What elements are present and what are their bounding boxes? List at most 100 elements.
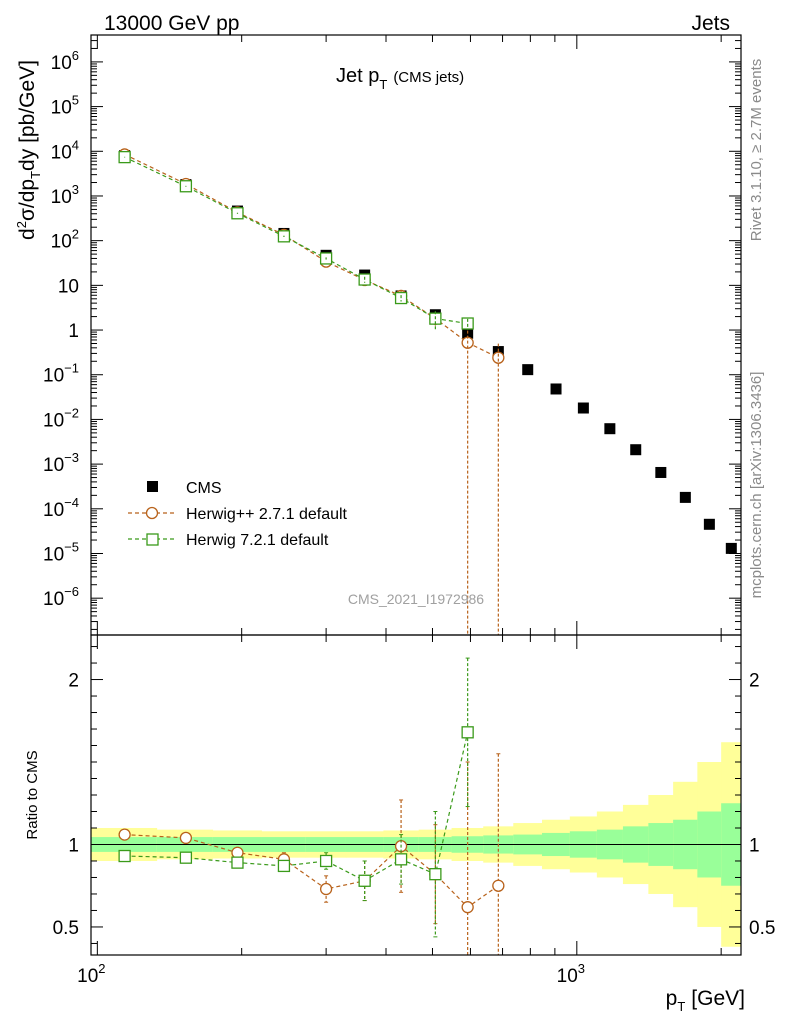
- herwigpp-main-line: [124, 153, 499, 359]
- cms-data-point: [655, 466, 667, 478]
- main-y-tick-label: 10−4: [43, 495, 79, 521]
- herwigpp-main-point: [492, 351, 505, 364]
- main-y-tick-label: 10−2: [43, 405, 79, 431]
- x-tick-exponent: 2: [98, 961, 105, 976]
- cms-data-point: [604, 423, 616, 435]
- legend-marker-herwig7: [146, 533, 159, 546]
- legend-label-cms: CMS: [186, 480, 222, 497]
- main-y-tick-exponent: −4: [64, 495, 79, 510]
- main-y-tick-label: 105: [51, 93, 79, 119]
- ratio-y-tick-label-left: 1: [68, 835, 79, 856]
- main-y-tick-exponent: −1: [64, 361, 79, 376]
- chart-title-sub: T: [379, 77, 387, 92]
- main-y-tick-base: 10: [43, 410, 64, 431]
- herwig7-ratio-point: [231, 856, 244, 869]
- ylabel-mid: σ/dp: [16, 179, 39, 221]
- herwigpp-ratio-point: [492, 879, 505, 892]
- herwig7-ratio-point: [429, 868, 442, 881]
- main-y-tick-label: 10−5: [43, 539, 79, 565]
- herwigpp-ratio-point: [179, 831, 193, 845]
- main-y-tick-label: 10−6: [43, 584, 79, 610]
- main-y-tick-exponent: 4: [72, 137, 79, 152]
- main-plot-content: [118, 148, 737, 635]
- main-y-tick-base: 10: [58, 276, 79, 297]
- main-y-tick-label: 104: [51, 137, 79, 163]
- x-tick-base: 10: [77, 966, 98, 987]
- main-y-tick-label: 10−3: [43, 450, 79, 476]
- main-y-tick-exponent: −5: [64, 539, 79, 554]
- legend-marker-herwigpp: [145, 506, 159, 520]
- ratio-y-tick-label-right: 0.5: [749, 918, 775, 939]
- ratio-panel: 0.5 0.5 1 1 2 2 Ratio to CMS: [24, 634, 775, 956]
- ylabel-sup: 2: [14, 221, 29, 228]
- ylabel-pre: d: [16, 228, 39, 240]
- xlabel-main: p: [666, 987, 678, 1010]
- main-y-tick-exponent: −2: [64, 405, 79, 420]
- ratio-plot-content: [91, 657, 742, 956]
- cms-data-point: [725, 542, 737, 554]
- main-y-tick-base: 10: [51, 187, 72, 208]
- herwig7-ratio-point: [179, 851, 193, 864]
- main-y-tick-label: 103: [51, 182, 79, 208]
- herwig7-ratio-point: [358, 874, 371, 887]
- herwigpp-ratio-point: [461, 901, 474, 914]
- herwig7-ratio-line: [124, 732, 469, 882]
- legend-label-herwig7: Herwig 7.2.1 default: [186, 532, 329, 549]
- cms-data-point: [550, 383, 562, 395]
- header-left-text: 13000 GeV pp: [104, 12, 239, 35]
- main-y-axis-label: d2σ/dpTdy [pb/GeV]: [14, 60, 43, 240]
- cms-data-point: [679, 491, 691, 503]
- ylabel-post: dy [pb/GeV]: [16, 60, 39, 171]
- xlabel-sub: T: [677, 999, 685, 1014]
- main-y-tick-label: 1: [68, 321, 79, 342]
- main-y-tick-exponent: 3: [72, 182, 79, 197]
- main-y-tick-base: 10: [51, 232, 72, 253]
- herwig7-ratio-point: [319, 854, 333, 868]
- ratio-y-tick-label-left: 0.5: [53, 918, 79, 939]
- herwigpp-ratio-line: [124, 834, 499, 908]
- herwig7-ratio-point: [394, 853, 408, 866]
- legend-label-herwigpp: Herwig++ 2.7.1 default: [186, 506, 348, 523]
- rivet-version-label: Rivet 3.1.10, ≥ 2.7M events: [748, 59, 765, 242]
- x-axis: 102 103: [77, 35, 722, 987]
- herwig7-main-line: [124, 156, 468, 325]
- main-panel: 10610510410310210110−110−210−310−410−510…: [14, 34, 742, 636]
- main-y-tick-base: 1: [68, 321, 79, 342]
- main-y-tick-exponent: 2: [72, 227, 79, 242]
- main-y-tick-base: 10: [51, 142, 72, 163]
- main-y-tick-base: 10: [43, 455, 64, 476]
- main-y-tick-label: 102: [51, 227, 79, 253]
- x-tick-label: 102: [77, 961, 105, 987]
- main-y-tick-label: 106: [51, 48, 79, 74]
- main-y-tick-exponent: −3: [64, 450, 79, 465]
- ratio-y-tick-label-right: 2: [749, 671, 760, 692]
- x-tick-label: 103: [557, 961, 585, 987]
- main-y-tick-exponent: 5: [72, 93, 79, 108]
- main-y-axis: 10610510410310210110−110−210−310−410−510…: [43, 34, 741, 630]
- legend-marker-cms: [147, 481, 158, 492]
- ratio-panel-frame: [90, 634, 742, 956]
- main-y-tick-base: 10: [51, 53, 72, 74]
- cms-data-point: [522, 364, 534, 376]
- main-y-tick-base: 10: [43, 366, 64, 387]
- cms-data-point: [577, 402, 589, 414]
- ratio-y-axis: 0.5 0.5 1 1 2 2: [53, 646, 775, 944]
- herwig7-ratio-point: [118, 849, 131, 863]
- x-tick-exponent: 3: [578, 961, 585, 976]
- herwigpp-ratio-point: [118, 828, 131, 841]
- x-axis-label: pT [GeV]: [666, 987, 745, 1014]
- herwigpp-ratio-point: [319, 882, 333, 896]
- ratio-y-axis-label: Ratio to CMS: [24, 750, 41, 839]
- xlabel-suffix: [GeV]: [691, 987, 745, 1010]
- chart-title: Jet pT (CMS jets): [336, 65, 464, 92]
- herwig7-ratio-point: [461, 726, 474, 739]
- main-y-tick-base: 10: [43, 589, 64, 610]
- main-y-tick-label: 10: [58, 276, 79, 297]
- chart-title-main: Jet p: [336, 65, 379, 87]
- header-right-text: Jets: [691, 12, 730, 35]
- legend: CMS Herwig++ 2.7.1 default Herwig 7.2.1 …: [128, 480, 348, 549]
- main-y-tick-exponent: −6: [64, 584, 79, 599]
- ratio-y-tick-label-right: 1: [749, 835, 760, 856]
- cms-data-point: [703, 518, 715, 530]
